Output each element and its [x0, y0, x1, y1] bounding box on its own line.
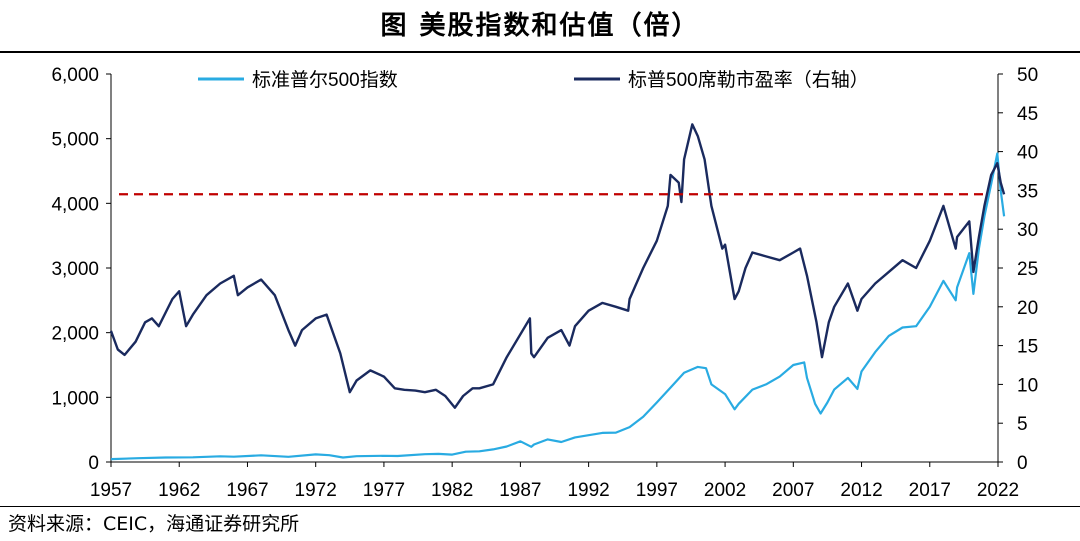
x-tick-label: 1957	[90, 480, 132, 501]
left-tick-label: 1,000	[51, 388, 99, 409]
series-line-1	[109, 123, 1006, 409]
right-tick-label: 20	[1017, 298, 1038, 319]
right-tick-label: 5	[1017, 414, 1028, 435]
left-tick-label: 4,000	[51, 194, 99, 215]
x-tick-label: 2012	[840, 480, 882, 501]
source-divider	[0, 506, 1080, 507]
x-tick-label: 1972	[295, 480, 337, 501]
right-tick-label: 15	[1017, 337, 1038, 358]
x-tick-label: 2022	[977, 480, 1019, 501]
right-tick-label: 25	[1017, 259, 1038, 280]
right-tick-label: 50	[1017, 65, 1038, 86]
left-tick-label: 6,000	[51, 65, 99, 86]
right-tick-label: 40	[1017, 143, 1038, 164]
chart-title: 图 美股指数和估值（倍）	[380, 11, 700, 41]
x-tick-label: 2002	[704, 480, 746, 501]
x-tick-label: 2017	[909, 480, 951, 501]
plot-area: 01,0002,0003,0004,0005,0006,000051015202…	[51, 65, 1038, 501]
right-tick-label: 0	[1017, 453, 1028, 474]
x-tick-label: 1977	[363, 480, 405, 501]
legend-label-1: 标普500席勒市盈率（右轴）	[628, 69, 869, 91]
x-tick-label: 1997	[636, 480, 678, 501]
right-tick-label: 45	[1017, 104, 1038, 125]
legend: 标准普尔500指数 标普500席勒市盈率（右轴）	[198, 69, 869, 91]
left-tick-label: 5,000	[51, 130, 99, 151]
x-tick-label: 1967	[226, 480, 268, 501]
x-tick-label: 1962	[158, 480, 200, 501]
left-tick-label: 2,000	[51, 324, 99, 345]
right-tick-label: 35	[1017, 181, 1038, 202]
left-tick-label: 3,000	[51, 259, 99, 280]
left-tick-label: 0	[88, 453, 99, 474]
x-tick-label: 1987	[499, 480, 541, 501]
title-divider	[0, 51, 1080, 53]
x-tick-label: 1982	[431, 480, 473, 501]
right-tick-label: 10	[1017, 375, 1038, 396]
x-tick-label: 2007	[772, 480, 814, 501]
x-tick-label: 1992	[567, 480, 609, 501]
source-note: 资料来源：CEIC，海通证券研究所	[8, 513, 300, 535]
legend-label-0: 标准普尔500指数	[252, 69, 398, 91]
right-tick-label: 30	[1017, 220, 1038, 241]
series-line-0	[110, 152, 1006, 461]
